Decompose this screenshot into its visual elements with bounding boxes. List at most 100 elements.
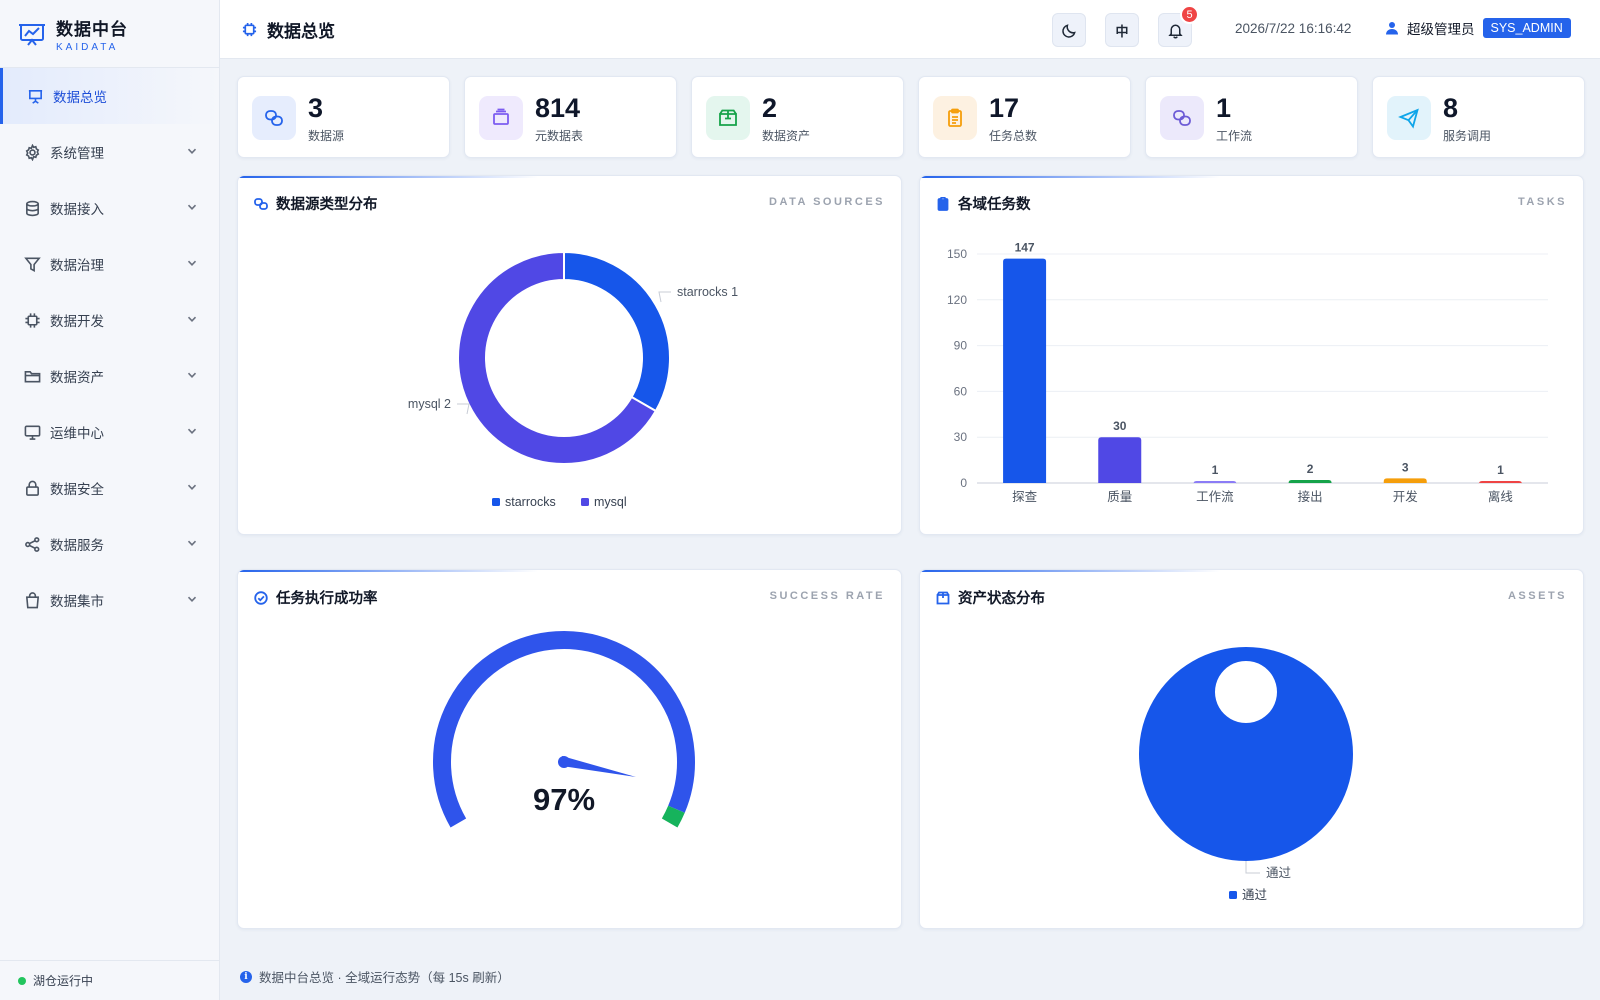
assets-card: 资产状态分布 ASSETS 通过 通过 xyxy=(919,569,1584,929)
stat-icon-tile xyxy=(1160,96,1204,140)
stat-value: 1 xyxy=(1216,93,1232,123)
stat-label: 数据源 xyxy=(308,129,345,143)
chip-icon xyxy=(242,22,257,36)
stat-label: 任务总数 xyxy=(989,129,1038,143)
bar[interactable] xyxy=(1288,479,1332,483)
bar-value-label: 30 xyxy=(1113,419,1127,433)
sidebar-item-menu-9[interactable]: 数据集市 xyxy=(0,572,219,628)
stat-value: 17 xyxy=(989,93,1020,123)
share-icon xyxy=(25,536,40,552)
language-button[interactable]: 中 xyxy=(1105,13,1139,47)
card-title: 数据源类型分布 xyxy=(254,193,378,214)
stat-value: 3 xyxy=(308,93,324,123)
sidebar-item-menu-5[interactable]: 数据资产 xyxy=(0,348,219,404)
x-tick-label: 质量 xyxy=(1107,490,1132,504)
slice-label: mysql 2 xyxy=(408,397,451,411)
app-subtitle: KAIDATA xyxy=(56,41,119,53)
bell-icon xyxy=(1167,24,1183,38)
stat-icon-tile xyxy=(252,96,296,140)
pie-slice[interactable] xyxy=(1138,647,1353,861)
sidebar-item-menu-3[interactable]: 数据治理 xyxy=(0,236,219,292)
clipboard-icon xyxy=(937,196,949,211)
stat-card[interactable]: 3 数据源 xyxy=(237,76,450,158)
sidebar-item-menu-8[interactable]: 数据服务 xyxy=(0,516,219,572)
legend-swatch xyxy=(581,498,589,506)
stat-label: 数据资产 xyxy=(762,129,811,143)
stat-card[interactable]: 2 数据资产 xyxy=(691,76,904,158)
bar[interactable] xyxy=(1478,481,1522,484)
folder-icon xyxy=(24,370,41,382)
pie-slice[interactable] xyxy=(563,250,671,413)
lock-icon xyxy=(26,480,39,496)
link-icon xyxy=(254,197,268,210)
bar[interactable] xyxy=(1193,481,1237,484)
stat-label: 工作流 xyxy=(1216,129,1253,143)
theme-toggle-button[interactable] xyxy=(1052,13,1086,47)
pie-slice[interactable] xyxy=(457,250,658,465)
tasks-card: 各域任务数 TASKS 0 30 60 90 120 150 147 探查 30 质量 1 工作流 2 接… xyxy=(919,175,1584,535)
stat-icon-tile xyxy=(706,96,750,140)
user-menu[interactable]: 超级管理员 SYS_ADMIN xyxy=(1385,18,1571,38)
role-badge: SYS_ADMIN xyxy=(1482,18,1571,38)
chip-icon xyxy=(25,312,40,328)
card-title-text: 各域任务数 xyxy=(958,197,1031,213)
sidebar-item-label: 数据接入 xyxy=(50,202,104,217)
layers-icon xyxy=(493,108,509,125)
sidebar-item-menu-1[interactable]: 系统管理 xyxy=(0,124,219,180)
clipboard-icon xyxy=(948,108,962,127)
legend-swatch xyxy=(492,498,500,506)
x-tick-label: 接出 xyxy=(1298,489,1323,504)
link-icon xyxy=(265,110,283,126)
app-title: 数据中台 xyxy=(56,19,128,39)
stat-label: 元数据表 xyxy=(535,129,584,143)
success-rate-card: 任务执行成功率 SUCCESS RATE 97% xyxy=(237,569,902,929)
lakehouse-status-text: 湖仓运行中 xyxy=(33,974,94,988)
sidebar-item-menu-6[interactable]: 运维中心 xyxy=(0,404,219,460)
stat-label: 服务调用 xyxy=(1443,129,1492,143)
sidebar-item-menu-7[interactable]: 数据安全 xyxy=(0,460,219,516)
x-tick-label: 工作流 xyxy=(1196,490,1234,504)
bar-value-label: 3 xyxy=(1402,460,1409,474)
datetime: 2026/7/22 16:16:42 xyxy=(1235,21,1352,36)
gauge-value: 97% xyxy=(533,782,595,817)
legend-item[interactable]: 通过 xyxy=(1229,888,1268,902)
y-tick-label: 60 xyxy=(954,384,968,398)
stat-card[interactable]: 8 服务调用 xyxy=(1372,76,1585,158)
y-tick-label: 30 xyxy=(954,430,968,444)
stat-card[interactable]: 814 元数据表 xyxy=(464,76,677,158)
legend-swatch xyxy=(1229,891,1237,899)
legend-item[interactable]: starrocks xyxy=(492,495,556,509)
notification-button[interactable]: 5 xyxy=(1158,5,1199,47)
sidebar-item-menu-4[interactable]: 数据开发 xyxy=(0,292,219,348)
stat-card[interactable]: 1 工作流 xyxy=(1145,76,1358,158)
bar[interactable] xyxy=(1098,437,1142,483)
legend-item[interactable]: mysql xyxy=(581,495,627,509)
card-tag: TASKS xyxy=(1518,196,1567,208)
user-name: 超级管理员 xyxy=(1407,22,1475,37)
card-tag: DATA SOURCES xyxy=(769,196,885,208)
bar-value-label: 2 xyxy=(1307,462,1314,476)
slice-label: starrocks 1 xyxy=(677,285,738,299)
x-tick-label: 探查 xyxy=(1012,490,1038,504)
sidebar-item-menu-2[interactable]: 数据接入 xyxy=(0,180,219,236)
sidebar-item-overview[interactable]: 数据总览 xyxy=(0,68,219,124)
sidebar-item-label: 数据治理 xyxy=(50,258,104,273)
card-title-text: 资产状态分布 xyxy=(958,591,1045,607)
card-title: 任务执行成功率 xyxy=(254,587,378,608)
info-icon: i xyxy=(240,970,252,983)
bar-value-label: 1 xyxy=(1497,463,1504,477)
card-title: 各域任务数 xyxy=(936,193,1031,214)
bar-value-label: 147 xyxy=(1015,241,1035,255)
legend-label: mysql xyxy=(594,495,627,509)
chevron-down-icon xyxy=(187,316,197,322)
stat-value: 8 xyxy=(1443,93,1459,123)
bar[interactable] xyxy=(1003,258,1047,483)
stat-card[interactable]: 17 任务总数 xyxy=(918,76,1131,158)
app-logo[interactable]: 数据中台 KAIDATA xyxy=(0,0,219,68)
gauge-pointer-hub xyxy=(558,756,570,768)
gauge-remaining-arc xyxy=(661,805,685,828)
bar[interactable] xyxy=(1383,478,1427,483)
x-tick-label: 离线 xyxy=(1488,489,1514,504)
presentation-icon xyxy=(28,89,43,104)
